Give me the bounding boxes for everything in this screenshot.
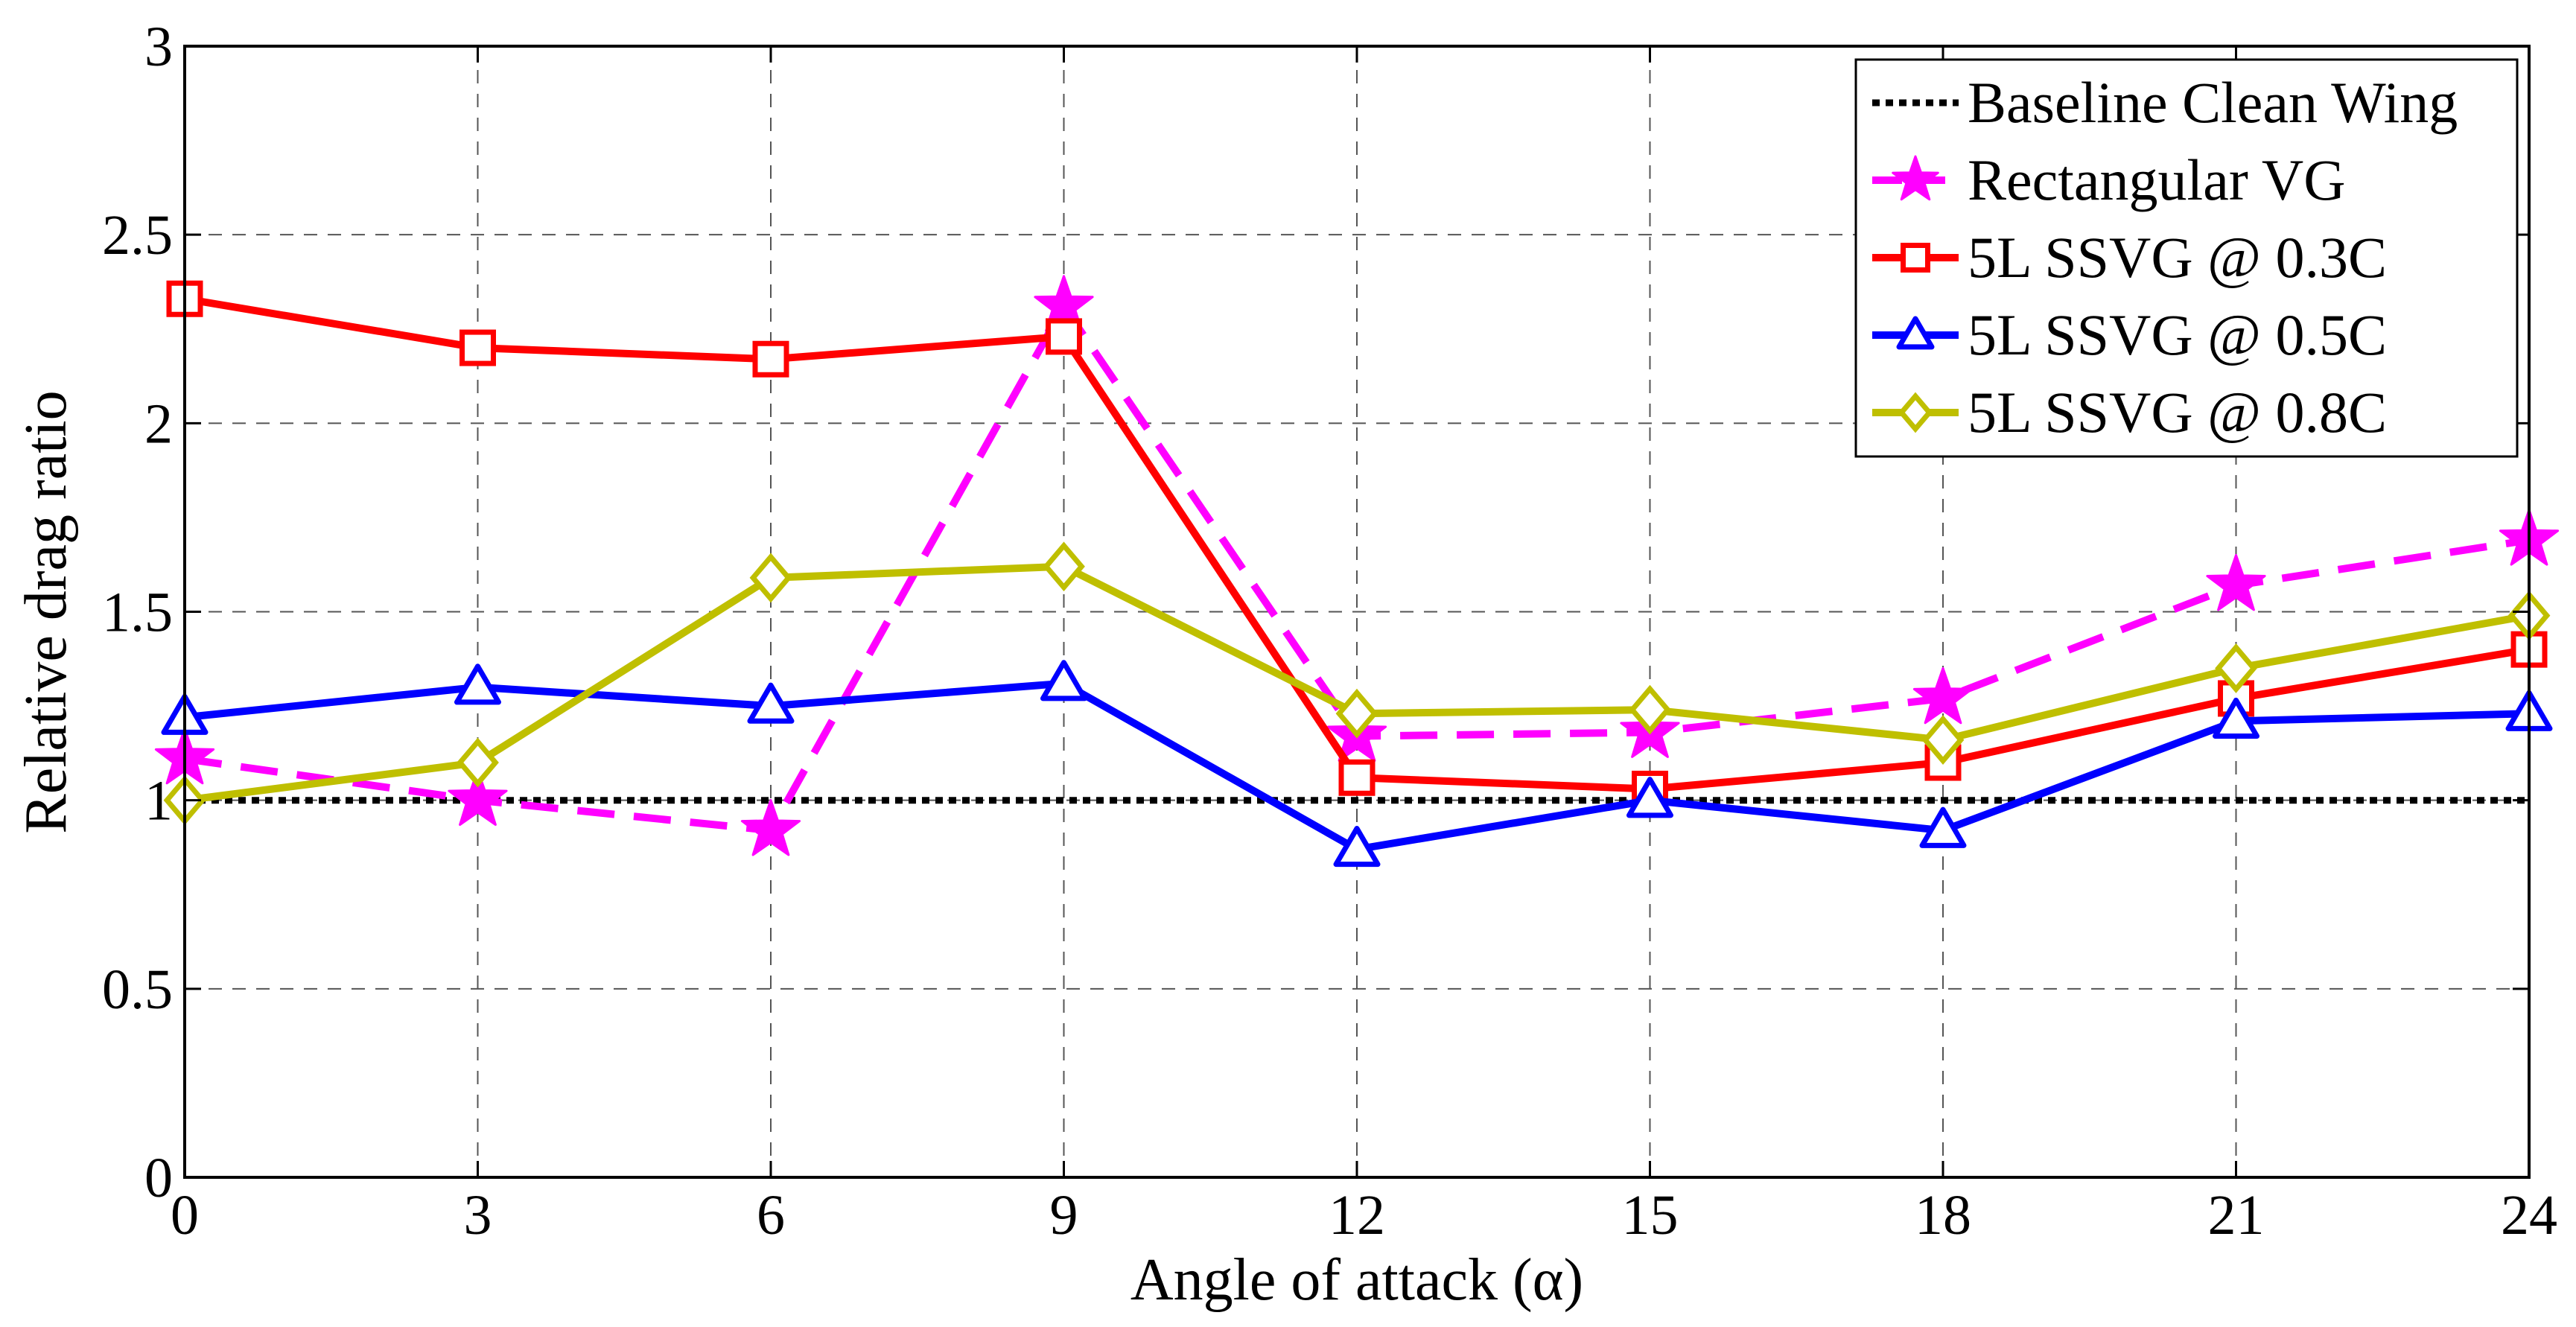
- diamond-marker: [1898, 392, 1933, 433]
- diamond-marker: [457, 737, 499, 788]
- y-axis-title: Relative drag ratio: [13, 390, 79, 833]
- x-axis-title: Angle of attack (α): [1130, 1247, 1583, 1313]
- x-tick-label: 24: [2501, 1184, 2557, 1247]
- triangle-marker: [2213, 697, 2259, 739]
- y-tick-label: 0.5: [102, 958, 173, 1021]
- x-tick-label: 9: [1050, 1184, 1078, 1247]
- square-marker: [752, 340, 789, 378]
- y-tick-label: 2: [144, 392, 173, 455]
- triangle-marker: [454, 664, 501, 705]
- star-marker: [448, 768, 508, 826]
- legend-entry-label: 5L SSVG @ 0.8C: [1968, 380, 2387, 445]
- x-tick-label: 12: [1329, 1184, 1385, 1247]
- triangle-marker: [1626, 777, 1673, 818]
- legend-entry-label: Baseline Clean Wing: [1968, 70, 2458, 135]
- star-marker: [1892, 155, 1939, 201]
- y-tick-label: 1: [144, 770, 173, 833]
- legend: Baseline Clean Wing Rectangular VG 5L SSVG…: [1854, 58, 2519, 458]
- square-marker: [1338, 759, 1376, 796]
- x-tick-label: 15: [1622, 1184, 1679, 1247]
- y-tick-label: 2.5: [102, 204, 173, 267]
- diamond-marker: [749, 553, 792, 603]
- square-marker: [1901, 243, 1930, 273]
- legend-box: [1854, 58, 2519, 458]
- star-marker: [1912, 666, 1974, 725]
- series-group: [166, 280, 2548, 807]
- y-tick-label: 1.5: [102, 582, 173, 644]
- diamond-marker: [1335, 688, 1378, 739]
- triangle-marker: [1896, 316, 1935, 350]
- diamond-marker: [2215, 643, 2257, 693]
- axis-ticks: 0 3 6 9 12 15 18 21 24 0 0.5 1 1.5 2 2.5 3: [102, 16, 2557, 1247]
- triangle-marker: [1919, 806, 1967, 848]
- triangle-marker: [1333, 825, 1381, 868]
- square-marker: [459, 329, 496, 366]
- x-tick-label: 0: [171, 1184, 199, 1247]
- legend-entry-label: 5L SSVG @ 0.5C: [1968, 302, 2387, 367]
- square-marker: [1046, 318, 1082, 355]
- y-tick-label: 0: [144, 1147, 173, 1209]
- x-tick-label: 3: [464, 1184, 492, 1247]
- star-marker: [740, 799, 801, 856]
- diamond-marker: [1629, 684, 1671, 735]
- diamond-marker: [1043, 541, 1085, 592]
- legend-entry-label: Rectangular VG: [1968, 147, 2346, 212]
- legend-entry-label: 5L SSVG @ 0.3C: [1968, 225, 2387, 290]
- x-tick-label: 6: [757, 1184, 785, 1247]
- star-marker: [2206, 554, 2266, 611]
- triangle-marker: [747, 682, 795, 724]
- triangle-marker: [1040, 660, 1087, 701]
- x-tick-label: 18: [1915, 1184, 1971, 1247]
- x-tick-label: 21: [2208, 1184, 2265, 1247]
- diamond-marker: [1921, 715, 1965, 766]
- y-tick-label: 3: [144, 16, 173, 78]
- series-group: [163, 541, 2551, 826]
